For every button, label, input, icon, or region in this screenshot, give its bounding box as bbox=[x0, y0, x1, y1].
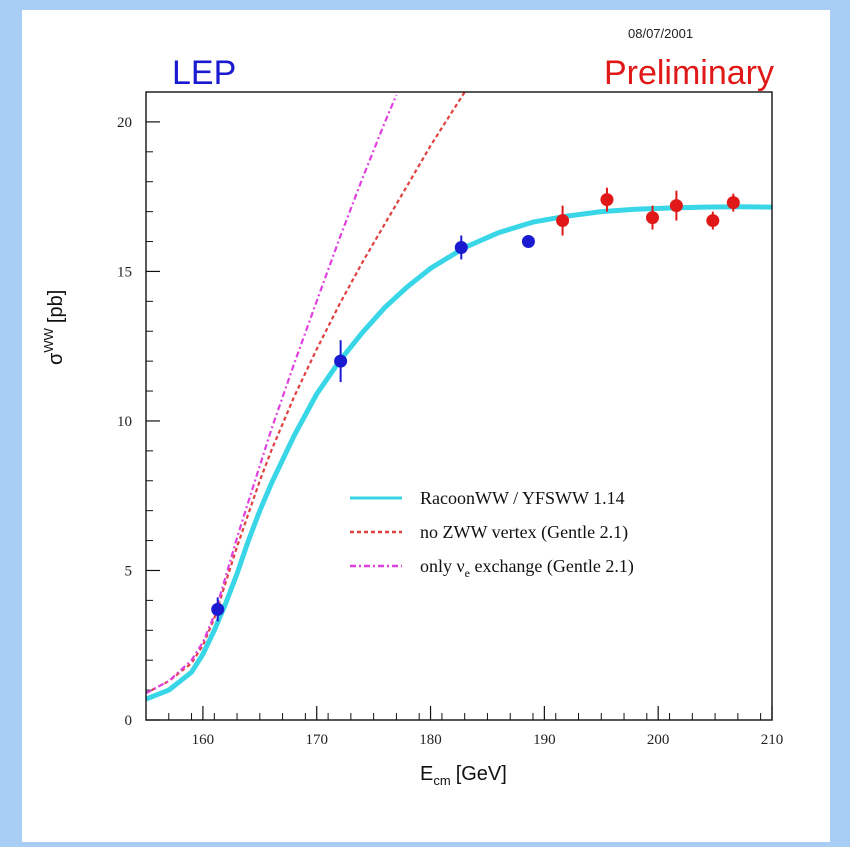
y-axis-main: σ bbox=[45, 352, 67, 365]
legend-label-nue-main: only ν bbox=[420, 556, 465, 576]
legend-label-racoon: RacoonWW / YFSWW 1.14 bbox=[420, 488, 625, 508]
curve-racoonww bbox=[145, 204, 773, 702]
axis-ticks: 160 170 180 190 200 210 0 5 10 15 20 bbox=[117, 115, 783, 748]
y-axis-sup: WW bbox=[41, 327, 56, 352]
lep-label: LEP bbox=[172, 54, 236, 92]
y-tick-label: 10 bbox=[117, 414, 132, 430]
x-tick-label: 210 bbox=[761, 732, 784, 748]
y-axis-title: σWW [pb] bbox=[41, 290, 67, 365]
lep-preliminary-point bbox=[645, 211, 659, 225]
model-curves bbox=[145, 91, 773, 702]
curve-only-nue-exchange bbox=[145, 94, 398, 695]
svg-text:σWW[pb]: σWW [pb] bbox=[41, 290, 67, 365]
svg-text:Ecm[GeV]: Ecm [GeV] bbox=[420, 763, 507, 788]
x-tick-label: 160 bbox=[192, 732, 215, 748]
lep-preliminary-point bbox=[706, 214, 720, 228]
x-axis-title: Ecm [GeV] bbox=[420, 763, 507, 788]
legend-label-nue-rest: exchange (Gentle 2.1) bbox=[470, 556, 634, 577]
x-axis-sub: cm bbox=[433, 773, 450, 788]
lep-preliminary-point bbox=[669, 199, 683, 213]
lep-final-point bbox=[454, 241, 468, 255]
plot-frame bbox=[145, 91, 773, 721]
y-tick-label: 15 bbox=[117, 264, 132, 280]
legend-label-nue-sub: e bbox=[465, 566, 470, 580]
y-tick-label: 20 bbox=[117, 115, 132, 131]
lep-final-point bbox=[521, 235, 535, 249]
x-tick-label: 190 bbox=[533, 732, 556, 748]
x-tick-label: 170 bbox=[305, 732, 328, 748]
cross-section-chart: 08/07/2001 LEP Preliminary 160 170 180 190 2… bbox=[41, 26, 783, 788]
figure-panel: 08/07/2001 LEP Preliminary 160 170 180 190 2… bbox=[22, 10, 830, 842]
y-axis-unit: [pb] bbox=[45, 290, 67, 323]
lep-final-point bbox=[334, 354, 348, 368]
x-tick-label: 200 bbox=[647, 732, 670, 748]
date-label: 08/07/2001 bbox=[628, 26, 693, 41]
curve-no-zww-vertex bbox=[145, 91, 466, 695]
legend-label-zww: no ZWW vertex (Gentle 2.1) bbox=[420, 522, 628, 543]
y-tick-label: 0 bbox=[125, 713, 133, 729]
preliminary-label: Preliminary bbox=[604, 54, 774, 92]
lep-preliminary-point bbox=[726, 196, 740, 210]
data-points bbox=[211, 187, 740, 622]
x-tick-label: 180 bbox=[419, 732, 442, 748]
y-tick-label: 5 bbox=[125, 563, 133, 579]
legend: RacoonWW / YFSWW 1.14 no ZWW vertex (Gen… bbox=[350, 488, 634, 580]
lep-preliminary-point bbox=[556, 214, 570, 228]
lep-final-point bbox=[211, 602, 225, 616]
x-axis-unit: [GeV] bbox=[456, 763, 507, 785]
legend-label-nue: only νe exchange (Gentle 2.1) bbox=[420, 556, 634, 580]
lep-preliminary-point bbox=[600, 193, 614, 207]
x-axis-main: E bbox=[420, 763, 433, 785]
